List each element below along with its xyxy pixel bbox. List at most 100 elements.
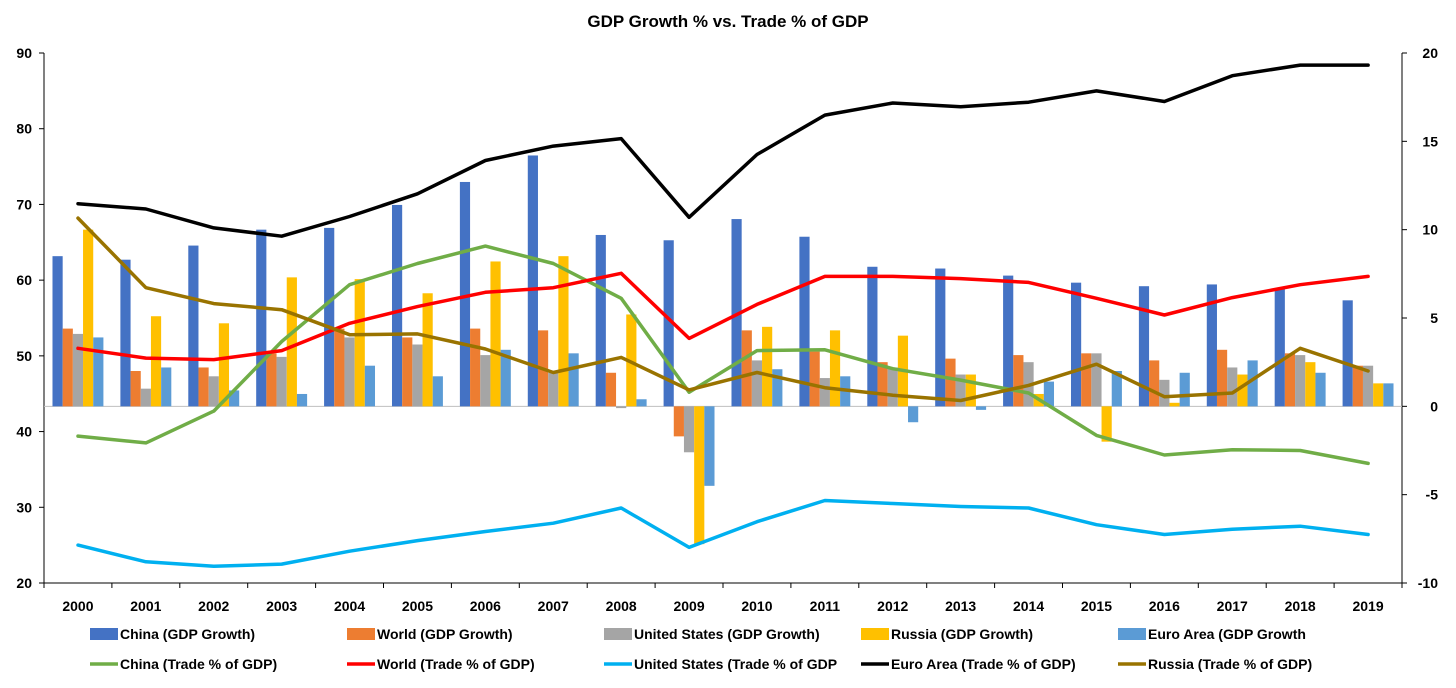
series-line: [76, 244, 1370, 466]
bar: [595, 234, 606, 407]
right-tick-label: -10: [1418, 575, 1438, 591]
bar: [1081, 353, 1092, 407]
x-tick-label: 2019: [1352, 598, 1383, 614]
bar: [459, 181, 471, 407]
series-line: [76, 216, 1370, 403]
bar: [975, 406, 987, 410]
bar: [1043, 381, 1055, 407]
bar: [809, 351, 820, 407]
x-tick-label: 2018: [1285, 598, 1316, 614]
x-tick-label: 2011: [810, 598, 841, 614]
bar: [1315, 372, 1326, 407]
x-tick-label: 2016: [1149, 598, 1180, 614]
x-tick-label: 2004: [334, 598, 365, 614]
bar: [1159, 379, 1170, 407]
bar: [1227, 367, 1238, 407]
bar: [945, 358, 956, 407]
x-tick-label: 2017: [1217, 598, 1248, 614]
bar: [480, 355, 491, 407]
x-tick-label: 2008: [606, 598, 637, 614]
legend-swatch: [1118, 628, 1146, 640]
bar: [422, 293, 433, 407]
bar: [161, 367, 172, 407]
bar: [819, 378, 830, 407]
right-tick-label: 15: [1422, 133, 1438, 149]
bar: [1179, 372, 1190, 407]
series-line: [76, 271, 1370, 362]
x-tick-label: 2001: [130, 598, 161, 614]
bar: [208, 376, 219, 407]
bar: [548, 372, 559, 407]
bar: [605, 372, 617, 407]
bar: [93, 337, 104, 407]
bar: [432, 376, 443, 407]
bar: [1101, 406, 1112, 442]
bar: [296, 393, 308, 407]
bar: [120, 259, 131, 407]
bar: [1206, 284, 1217, 407]
bar: [704, 406, 715, 486]
left-tick-label: 70: [16, 196, 32, 212]
legend-swatch: [347, 628, 375, 640]
x-tick-label: 2007: [538, 598, 569, 614]
bar: [130, 371, 141, 407]
right-tick-label: 0: [1430, 398, 1438, 414]
bar: [908, 406, 919, 423]
bar: [266, 353, 277, 407]
bar: [1216, 349, 1228, 407]
x-tick-label: 2015: [1081, 598, 1112, 614]
bar: [887, 367, 898, 407]
bar: [1091, 353, 1102, 407]
right-tick-label: 10: [1422, 222, 1438, 238]
right-tick-label: 20: [1422, 45, 1438, 61]
bar: [83, 229, 94, 407]
bar: [1247, 360, 1258, 407]
bar: [673, 406, 684, 437]
bar: [490, 261, 501, 407]
bar: [616, 406, 627, 409]
bar: [1274, 287, 1285, 407]
x-tick-label: 2006: [470, 598, 501, 614]
bar: [391, 204, 403, 407]
bar: [1013, 355, 1024, 407]
legend-label: Russia (GDP Growth): [891, 626, 1033, 642]
bar: [62, 328, 73, 407]
legend-label: China (Trade % of GDP): [120, 656, 277, 672]
series-line: [76, 63, 1370, 238]
bar: [52, 256, 63, 407]
bar: [188, 245, 199, 407]
bar: [829, 330, 841, 407]
bar: [218, 323, 230, 407]
bar: [334, 328, 345, 407]
legend-label: China (GDP Growth): [120, 626, 255, 642]
x-tick-label: 2003: [266, 598, 297, 614]
x-tick-label: 2012: [877, 598, 908, 614]
x-tick-label: 2014: [1013, 598, 1044, 614]
x-tick-label: 2002: [198, 598, 229, 614]
bar: [402, 337, 413, 407]
bar: [1295, 355, 1306, 407]
bar-series-group: [52, 155, 1394, 545]
x-tick-label: 2000: [62, 598, 93, 614]
left-tick-label: 50: [16, 348, 32, 364]
bar: [877, 362, 888, 407]
bar: [276, 356, 287, 407]
bar: [344, 337, 355, 407]
legend-label: Euro Area (GDP Growth: [1148, 626, 1306, 642]
series-line: [76, 498, 1370, 569]
x-tick-label: 2013: [945, 598, 976, 614]
bar: [256, 229, 267, 407]
legend-swatch: [90, 628, 118, 640]
bar: [470, 328, 481, 407]
bar: [867, 266, 878, 407]
legend-label: Euro Area (Trade % of GDP): [891, 656, 1076, 672]
bar: [636, 399, 647, 407]
legend-label: Russia (Trade % of GDP): [1148, 656, 1312, 672]
bar: [1237, 374, 1248, 407]
left-tick-label: 80: [16, 121, 32, 137]
left-tick-label: 60: [16, 272, 32, 288]
bar: [1342, 300, 1353, 407]
bar: [799, 236, 810, 407]
x-tick-label: 2005: [402, 598, 433, 614]
